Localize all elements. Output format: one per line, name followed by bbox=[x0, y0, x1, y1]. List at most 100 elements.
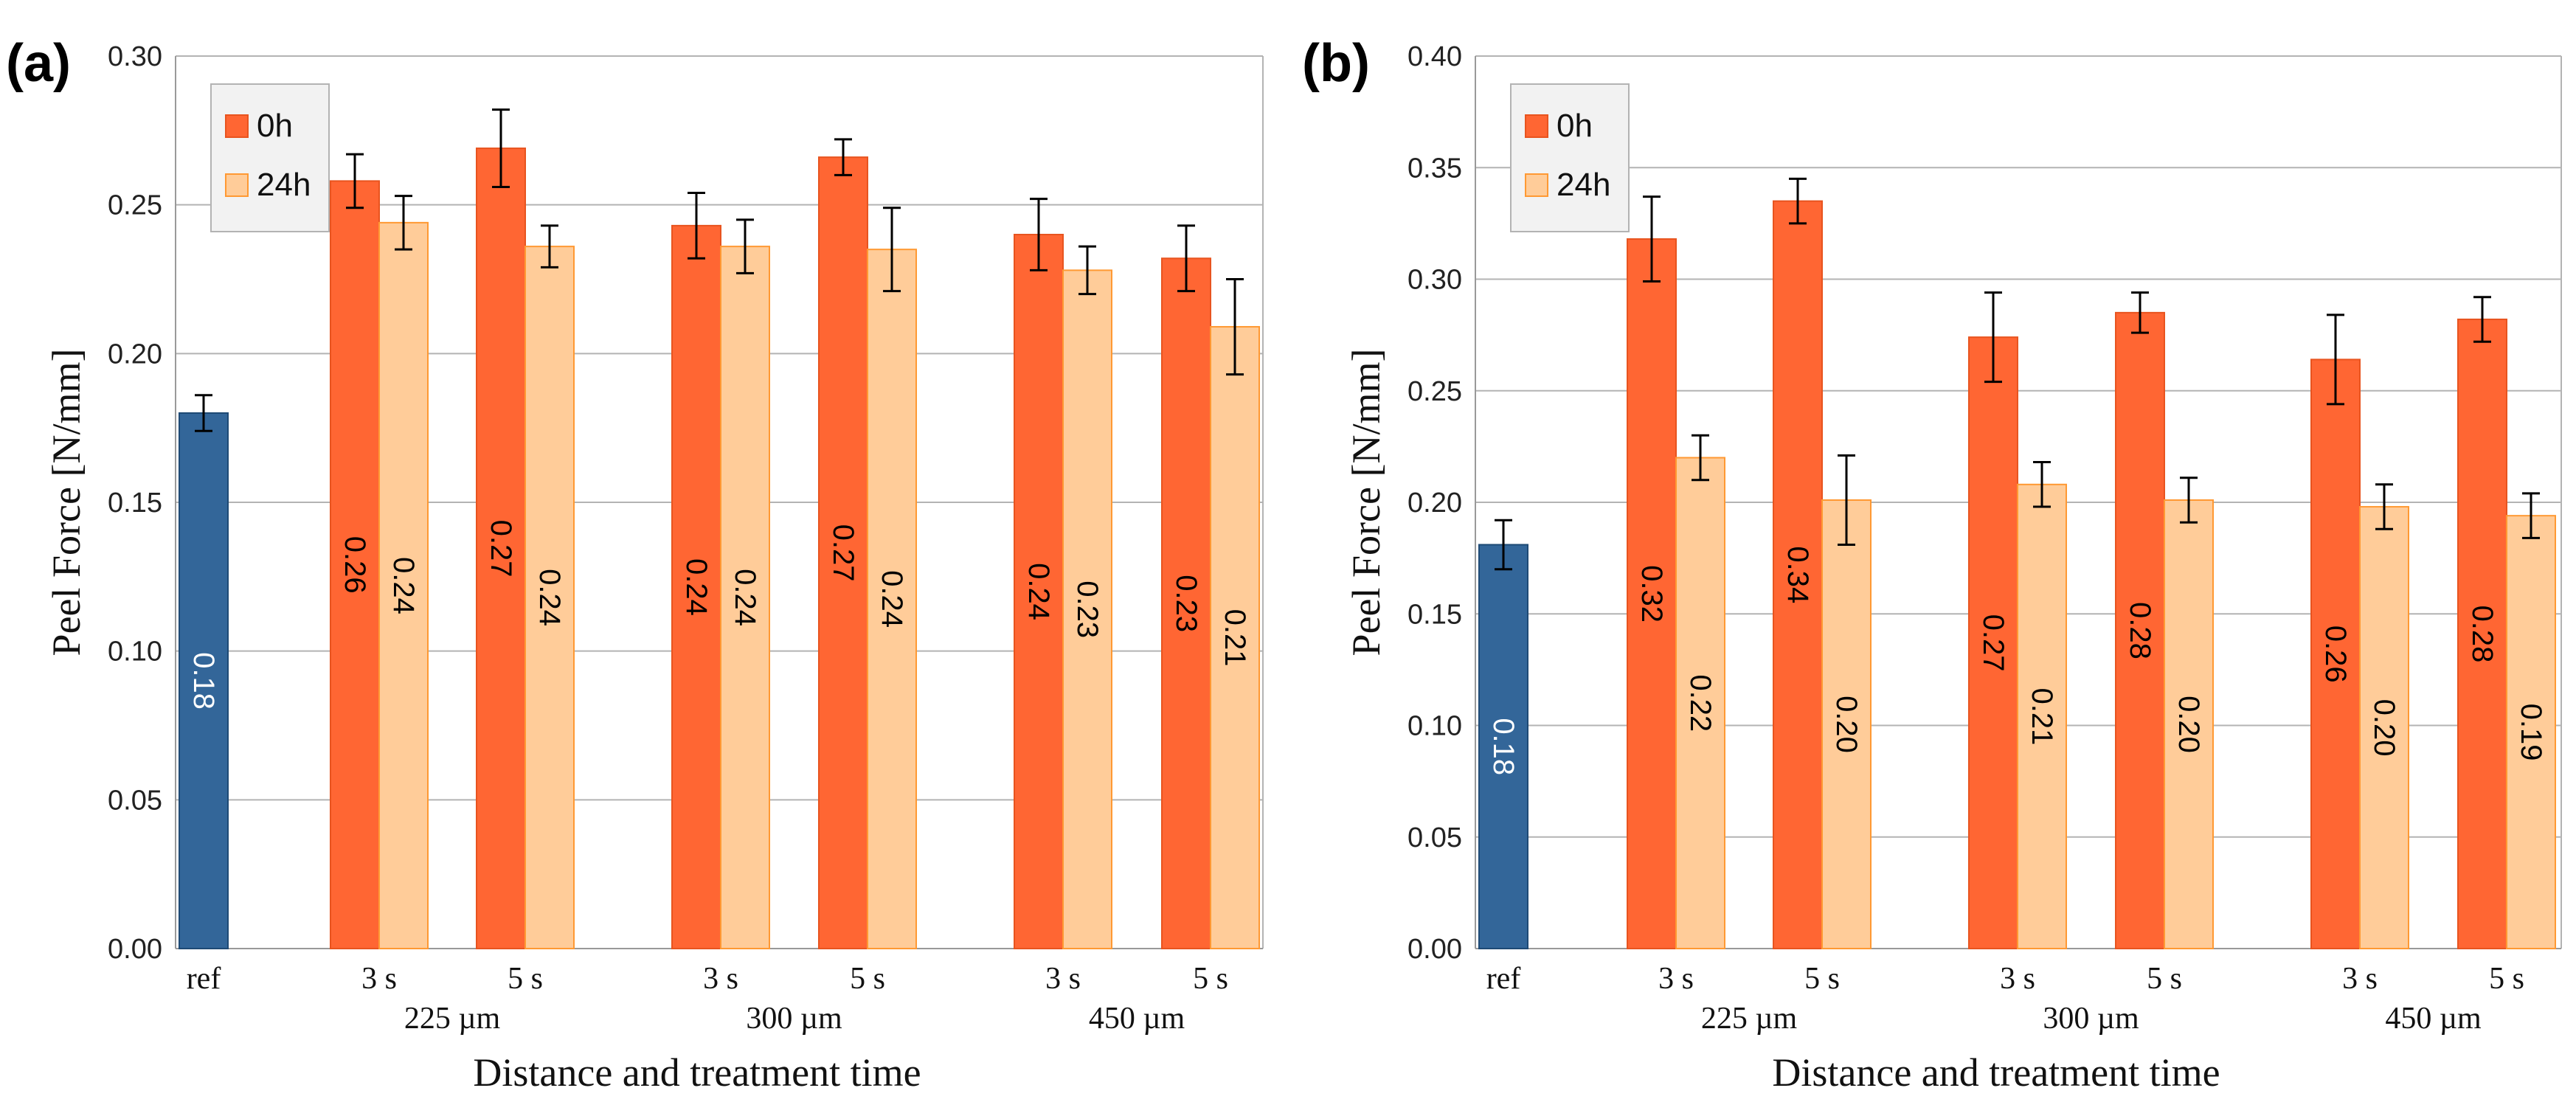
y-axis-title: Peel Force [N/mm] bbox=[44, 349, 89, 656]
panel-label: (a) bbox=[6, 34, 71, 93]
y-tick-label: 0.20 bbox=[108, 339, 162, 370]
bar-0h bbox=[1773, 200, 1823, 949]
data-label: 0.23 bbox=[1170, 575, 1202, 632]
bar-0h bbox=[1161, 257, 1211, 949]
data-label: 0.19 bbox=[2515, 704, 2547, 761]
x-tick-label-time: 3 s bbox=[361, 962, 397, 996]
data-label: 0.24 bbox=[1022, 563, 1055, 620]
legend-label-0h: 0h bbox=[1557, 108, 1593, 144]
legend-swatch-0h bbox=[225, 114, 249, 138]
x-group-label: 450 µm bbox=[1089, 1002, 1185, 1036]
bar-0h bbox=[1968, 336, 2018, 949]
data-label: 0.24 bbox=[533, 569, 566, 626]
data-label: 0.20 bbox=[2172, 696, 2205, 753]
bar-24h bbox=[1821, 499, 1872, 949]
x-tick-label-time: 3 s bbox=[703, 962, 738, 996]
y-tick-label: 0.25 bbox=[1408, 376, 1462, 407]
legend-swatch-24h bbox=[225, 173, 249, 197]
y-tick-label: 0.05 bbox=[108, 785, 162, 816]
bar-0h bbox=[1627, 238, 1677, 949]
data-label: 0.28 bbox=[2124, 602, 2156, 659]
x-group-label: 225 µm bbox=[404, 1002, 501, 1036]
legend-box bbox=[210, 83, 330, 232]
bar-24h bbox=[720, 246, 770, 949]
y-tick-label: 0.00 bbox=[1408, 934, 1462, 965]
data-label: 0.26 bbox=[339, 536, 371, 594]
data-label: 0.21 bbox=[2026, 687, 2058, 745]
x-group-label: 300 µm bbox=[746, 1002, 842, 1036]
x-tick-label-time: 5 s bbox=[850, 962, 885, 996]
x-tick-label-time: 5 s bbox=[1193, 962, 1228, 996]
data-label: 0.22 bbox=[1684, 674, 1717, 732]
y-tick-label: 0.35 bbox=[1408, 153, 1462, 184]
bar-24h bbox=[867, 249, 917, 949]
bar-24h bbox=[2164, 499, 2214, 949]
bar-0h bbox=[2310, 358, 2361, 949]
x-tick-label-time: 5 s bbox=[2489, 962, 2524, 996]
bar-ref bbox=[1478, 544, 1528, 949]
bar-0h bbox=[2457, 318, 2507, 949]
y-tick-label: 0.40 bbox=[1408, 41, 1462, 72]
x-group-label: 450 µm bbox=[2385, 1002, 2482, 1036]
legend-swatch-24h bbox=[1525, 173, 1548, 197]
data-label: 0.27 bbox=[1977, 614, 2009, 672]
data-label: 0.28 bbox=[2466, 606, 2499, 663]
bar-24h bbox=[1675, 457, 1725, 949]
data-label: 0.23 bbox=[1071, 580, 1104, 638]
bar-0h bbox=[2115, 311, 2165, 949]
bar-24h bbox=[1062, 269, 1112, 949]
data-label: 0.34 bbox=[1782, 546, 1814, 603]
chart-panel-1: (b) 0.00 0.05 0.10 0.15 0.20 0.25 0.30 0.35 0.40 0… bbox=[1302, 34, 2562, 1095]
y-tick-label: 0.00 bbox=[108, 934, 162, 965]
data-label: 0.24 bbox=[729, 569, 761, 626]
data-label: 0.18 bbox=[1487, 718, 1520, 775]
y-tick-label: 0.30 bbox=[108, 41, 162, 72]
y-tick-label: 0.05 bbox=[1408, 822, 1462, 853]
bar-24h bbox=[2506, 515, 2556, 949]
bar-24h bbox=[1210, 326, 1260, 949]
legend-label-24h: 24h bbox=[1557, 167, 1610, 203]
y-tick-label: 0.10 bbox=[1408, 711, 1462, 742]
x-tick-label-time: 3 s bbox=[2342, 962, 2378, 996]
bar-0h bbox=[671, 224, 721, 949]
bar-24h bbox=[2359, 506, 2409, 949]
x-group-label: 225 µm bbox=[1701, 1002, 1798, 1036]
x-tick-label-ref: ref bbox=[187, 962, 221, 996]
bar-24h bbox=[2017, 483, 2067, 949]
y-tick-label: 0.15 bbox=[108, 488, 162, 519]
y-tick-label: 0.20 bbox=[1408, 488, 1462, 519]
bar-0h bbox=[818, 156, 868, 950]
panel-label: (b) bbox=[1302, 34, 1370, 93]
x-tick-label-time: 5 s bbox=[508, 962, 543, 996]
x-tick-label-time: 3 s bbox=[1045, 962, 1081, 996]
x-tick-label-ref: ref bbox=[1486, 962, 1521, 996]
data-label: 0.24 bbox=[387, 557, 420, 614]
legend-label-0h: 0h bbox=[257, 108, 293, 144]
legend-box bbox=[1510, 83, 1630, 232]
y-tick-label: 0.25 bbox=[108, 190, 162, 221]
bar-0h bbox=[476, 148, 526, 950]
y-axis-title: Peel Force [N/mm] bbox=[1344, 349, 1388, 656]
bar-24h bbox=[378, 221, 429, 950]
data-label: 0.18 bbox=[187, 652, 220, 710]
bar-0h bbox=[330, 180, 380, 949]
data-label: 0.27 bbox=[485, 520, 517, 578]
x-tick-label-time: 5 s bbox=[1804, 962, 1840, 996]
data-label: 0.24 bbox=[876, 570, 908, 628]
data-label: 0.32 bbox=[1635, 565, 1668, 623]
x-tick-label-time: 3 s bbox=[2000, 962, 2035, 996]
data-label: 0.21 bbox=[1219, 609, 1251, 667]
legend-label-24h: 24h bbox=[257, 167, 311, 203]
data-label: 0.27 bbox=[827, 524, 859, 582]
legend: 0h 24h bbox=[1510, 83, 1630, 232]
data-label: 0.20 bbox=[2368, 699, 2400, 757]
legend-swatch-0h bbox=[1525, 114, 1548, 138]
x-axis-title: Distance and treatment time bbox=[1772, 1050, 2220, 1095]
x-tick-label-time: 3 s bbox=[1658, 962, 1694, 996]
chart-panel-0: (a) 0.00 0.05 0.10 0.15 0.20 0.25 0.30 0.18 ref 0.… bbox=[6, 34, 1264, 1095]
legend: 0h 24h bbox=[210, 83, 330, 232]
data-label: 0.26 bbox=[2319, 625, 2352, 683]
x-group-label: 300 µm bbox=[2043, 1002, 2139, 1036]
x-tick-label-time: 5 s bbox=[2147, 962, 2182, 996]
